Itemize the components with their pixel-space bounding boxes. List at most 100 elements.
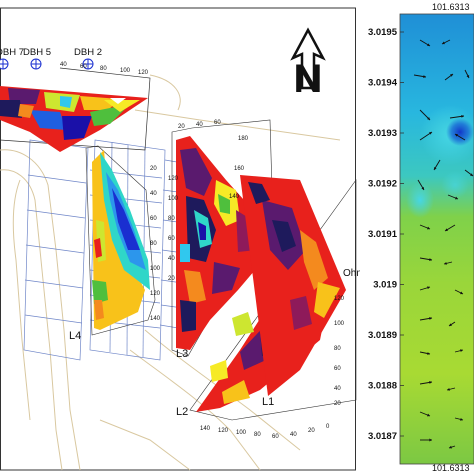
l3-tick: 60: [214, 120, 221, 126]
l4-tick: 20: [150, 166, 157, 172]
top-tick: 40: [60, 62, 67, 68]
latitude-label: 3.0189: [368, 330, 397, 341]
vector-arrow-head: [449, 445, 452, 449]
vector-arrow-head: [429, 258, 432, 261]
vector-arrow-head: [429, 438, 432, 442]
l1-tick: 60: [334, 366, 341, 372]
line-label-l3: L3: [176, 348, 188, 360]
l4-tick: 80: [150, 241, 157, 247]
ert-section-l1: L1: [240, 175, 346, 408]
latitude-label: 3.0194: [368, 78, 398, 89]
vector-arrow-head: [434, 167, 437, 170]
vector-arrow-head: [427, 352, 430, 355]
borehole-dbh5: DBH 5: [23, 47, 51, 70]
vector-arrow-head: [423, 75, 426, 78]
vector-arrow-head: [460, 417, 463, 421]
l3-tick: 140: [229, 194, 240, 200]
borehole-label-dbh2: DBH 2: [74, 47, 102, 58]
l3-tick: 60: [168, 236, 175, 242]
vector-arrow-head: [429, 381, 432, 384]
latitude-label: 3.0193: [368, 128, 397, 139]
north-label: N: [294, 57, 323, 101]
top-tick: 80: [100, 66, 107, 72]
l1-tick: 120: [334, 296, 345, 302]
vector-arrow-head: [447, 387, 450, 391]
vector-arrow-head: [449, 323, 452, 326]
vector-arrow-head: [460, 291, 463, 295]
top-tick: 60: [80, 64, 87, 70]
ert-section-top: [0, 86, 148, 152]
l4-tick: 120: [150, 291, 161, 297]
bottom-longitude-label: 101.6313: [432, 463, 470, 473]
latitude-labels: 3.0195 3.0194 3.0193 3.0192 3.0191 3.019 3.018…: [368, 27, 404, 442]
vector-arrow-head: [470, 173, 473, 176]
vector-arrow-head: [455, 196, 458, 200]
vector-arrow-head: [429, 317, 432, 320]
vector-arrow-head: [429, 132, 432, 135]
map-frame: [0, 7, 356, 471]
borehole-dbh2: DBH 2: [74, 47, 102, 70]
latitude-label: 3.0191: [368, 229, 398, 240]
l2-tick: 20: [308, 428, 315, 434]
vector-arrow-head: [427, 413, 430, 417]
site-map-panel: DBH 7 DBH 5 DBH 2 N: [0, 7, 376, 471]
top-tick: 100: [120, 68, 131, 74]
l1-tick: 20: [334, 401, 341, 407]
l2-tick: 40: [290, 432, 297, 438]
l3-tick: 100: [168, 196, 179, 202]
l2-tick: 100: [236, 430, 247, 436]
latitude-label: 3.0192: [368, 179, 397, 190]
vector-arrow-head: [427, 117, 430, 120]
vector-arrow-head: [421, 187, 424, 190]
vector-arrows: [413, 39, 474, 449]
vector-arrow-head: [455, 134, 458, 137]
borehole-markers: DBH 7 DBH 5 DBH 2: [0, 47, 102, 70]
l2-tick: 80: [254, 432, 261, 438]
l1-tick: 40: [334, 386, 341, 392]
latitude-label: 3.0188: [368, 381, 397, 392]
vector-arrow-head: [427, 286, 430, 290]
borehole-label-dbh5: DBH 5: [23, 47, 51, 58]
latitude-label: 3.019: [373, 280, 397, 291]
top-tick: 120: [138, 70, 149, 76]
north-arrow: N: [290, 27, 326, 101]
l4-tick: 40: [150, 191, 157, 197]
resistivity-legend: Ohm-m 5000300020001000800600500300200100…: [343, 268, 376, 279]
vector-arrow-head: [427, 43, 430, 46]
latitude-label: 3.0187: [368, 431, 397, 442]
l1-tick: 80: [334, 346, 341, 352]
section-scale-ticks: 180 160 140 20 40 60 120 100 80 60 40 20…: [60, 62, 345, 440]
vector-arrow-head: [460, 349, 463, 353]
road-outlines: [0, 74, 341, 471]
vector-arrow-head: [445, 228, 448, 231]
l2-tick: 60: [272, 434, 279, 440]
ert-section-l4: L4: [69, 145, 156, 342]
l2-tick: 120: [218, 428, 229, 434]
vector-arrow-head: [427, 226, 430, 230]
vector-arrow-head: [466, 75, 470, 78]
vector-arrow-head: [461, 114, 464, 118]
line-label-l4: L4: [69, 330, 81, 342]
l2-tick: 140: [200, 426, 211, 432]
line-label-l2: L2: [176, 406, 188, 418]
l3-tick: 40: [168, 256, 175, 262]
ert-section-l3: L3: [171, 119, 273, 360]
vector-arrow-head: [442, 41, 445, 45]
l2-tick: 0: [326, 424, 330, 430]
l3-tick: 20: [178, 124, 185, 130]
vector-map-area: [399, 13, 474, 465]
line-label-l1: L1: [262, 396, 274, 408]
l4-tick: 100: [150, 266, 161, 272]
l3-tick: 20: [168, 276, 175, 282]
l3-tick: 40: [196, 122, 203, 128]
latitude-label: 3.0195: [368, 27, 398, 38]
borehole-dbh7: DBH 7: [0, 47, 24, 70]
legend-title: Ohm-m: [343, 268, 376, 279]
top-longitude-label: 101.6313: [432, 2, 470, 12]
l1-tick: 100: [334, 321, 345, 327]
l3-tick: 180: [238, 136, 249, 142]
vector-arrow-head: [450, 74, 453, 77]
l3-tick: 80: [168, 216, 175, 222]
l3-tick: 160: [234, 166, 245, 172]
